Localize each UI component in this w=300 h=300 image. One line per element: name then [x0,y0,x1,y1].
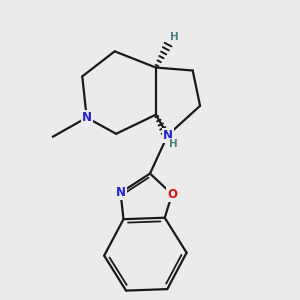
Text: H: H [169,139,177,148]
Text: H: H [170,32,179,42]
Text: N: N [116,186,126,199]
Text: N: N [82,111,92,124]
Text: N: N [163,129,173,142]
Text: O: O [167,188,177,201]
